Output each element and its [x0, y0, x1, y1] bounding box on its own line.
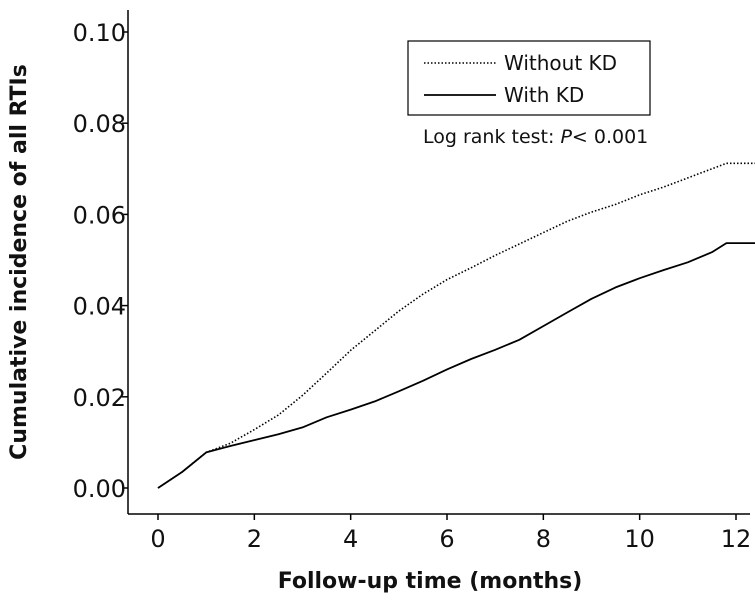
x-tick-label-2: 4	[343, 525, 358, 553]
y-tick-label-3: 0.06	[73, 201, 126, 229]
y-axis-title: Cumulative incidence of all RTIs	[7, 64, 32, 460]
log-rank-annotation: Log rank test: P< 0.001	[423, 126, 648, 148]
y-tick-label-2: 0.04	[73, 293, 126, 321]
series-layer	[157, 162, 755, 489]
y-tick-label-0: 0.00	[73, 475, 126, 503]
axes	[127, 10, 750, 515]
y-ticks: 0.00 0.02 0.04 0.06 0.08 0.10	[73, 19, 128, 503]
x-axis-title: Follow-up time (months)	[278, 569, 583, 594]
y-tick-label-5: 0.10	[73, 19, 126, 47]
legend: Without KD With KD	[407, 40, 651, 116]
series-line-with-kd	[157, 242, 755, 489]
x-tick-label-0: 0	[150, 525, 165, 553]
annotation-prefix: Log rank test:	[423, 126, 560, 148]
annotation-p-symbol: P	[560, 126, 572, 148]
x-tick-label-3: 6	[439, 525, 454, 553]
x-tick-label-4: 8	[536, 525, 551, 553]
x-ticks: 0 2 4 6 8 10 12	[150, 514, 751, 553]
y-tick-label-1: 0.02	[73, 384, 126, 412]
series-line-without-kd	[157, 162, 755, 489]
x-tick-label-1: 2	[247, 525, 262, 553]
legend-label-without-kd: Without KD	[504, 51, 617, 75]
annotation-suffix: < 0.001	[572, 126, 648, 148]
x-tick-label-5: 10	[624, 525, 655, 553]
legend-label-with-kd: With KD	[504, 83, 584, 107]
legend-box	[407, 40, 651, 116]
x-tick-label-6: 12	[721, 525, 752, 553]
y-tick-label-4: 0.08	[73, 110, 126, 138]
